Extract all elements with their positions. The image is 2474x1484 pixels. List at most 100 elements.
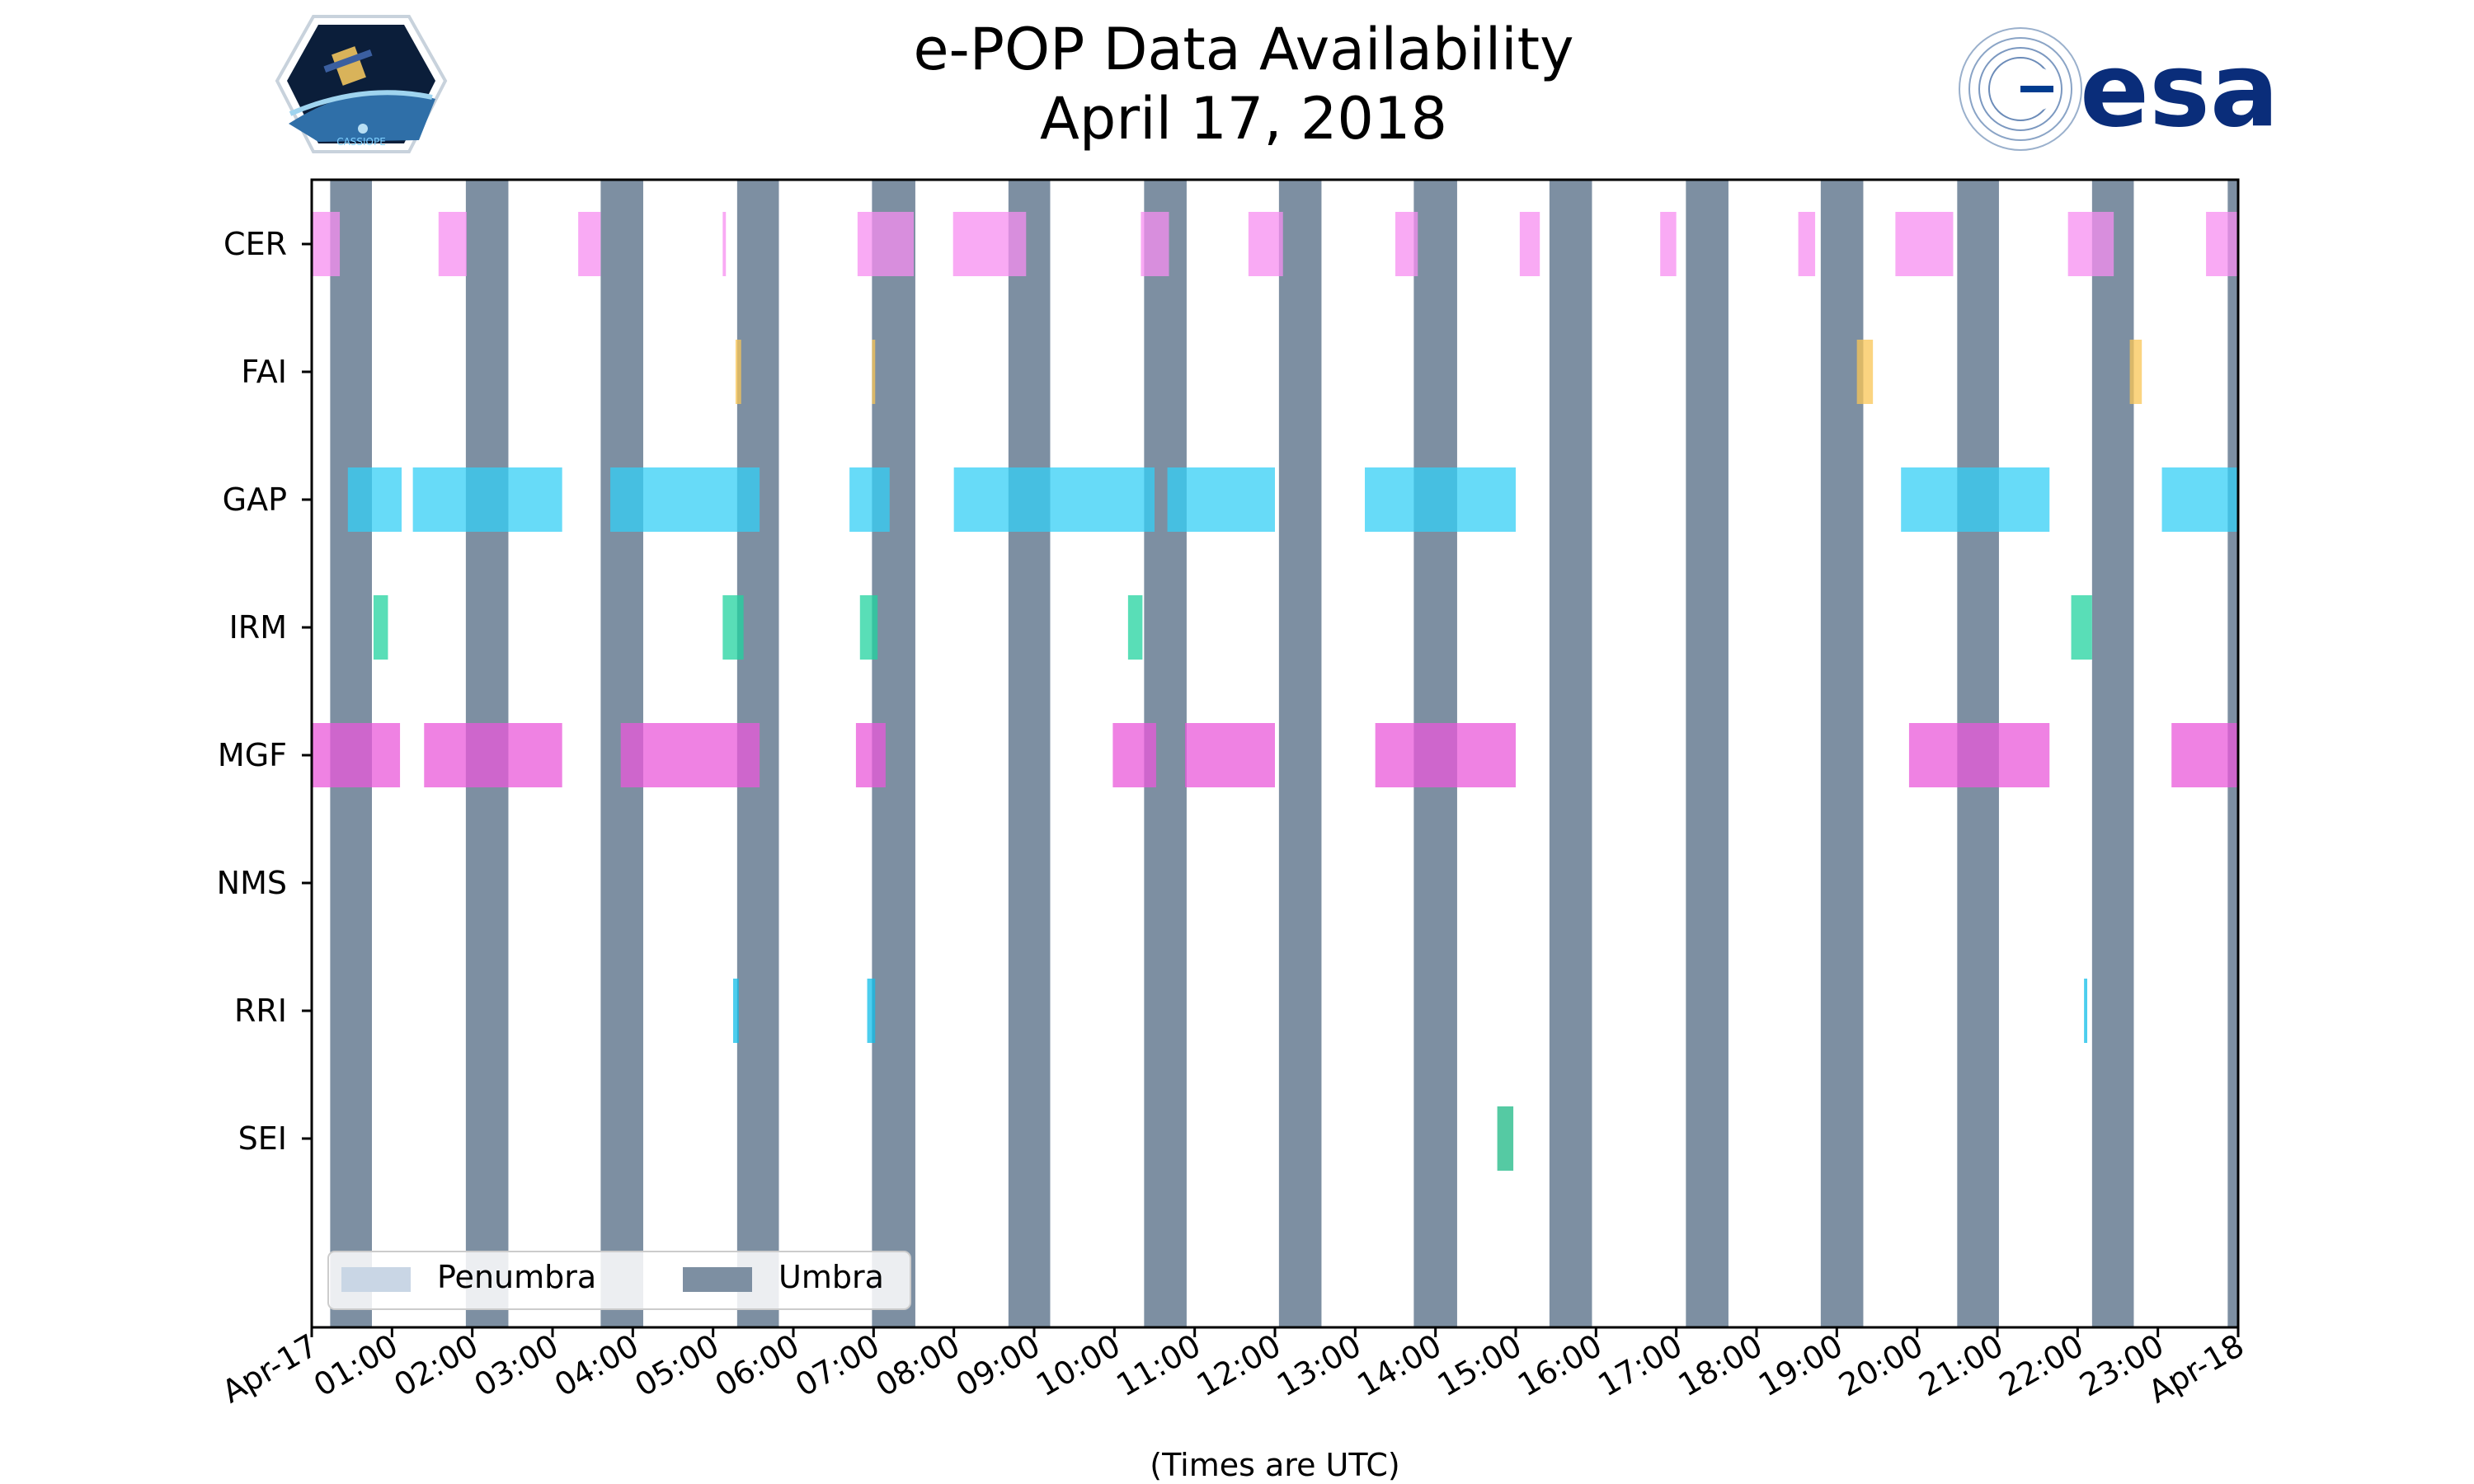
- y-tick-label: GAP: [223, 481, 287, 518]
- bar-cer: [1248, 212, 1283, 276]
- bar-gap: [412, 467, 562, 532]
- legend-box: [327, 1251, 911, 1310]
- bar-gap: [2161, 467, 2238, 532]
- y-tick-label: SEI: [238, 1120, 287, 1157]
- y-tick-label: CER: [223, 226, 287, 262]
- bar-irm: [373, 595, 388, 660]
- bar-cer: [1798, 212, 1816, 276]
- bar-fai: [872, 340, 876, 404]
- umbra-band: [1820, 180, 1864, 1327]
- bar-gap: [849, 467, 890, 532]
- x-tick-label: 08:00: [869, 1327, 966, 1404]
- x-axis-label: (Times are UTC): [1150, 1447, 1399, 1483]
- bar-cer: [857, 212, 914, 276]
- bar-fai: [2129, 340, 2142, 404]
- x-tick-label: 06:00: [709, 1327, 806, 1404]
- bar-cer: [438, 212, 467, 276]
- x-tick-label: 19:00: [1752, 1327, 1849, 1404]
- x-tick-label: 13:00: [1271, 1327, 1367, 1404]
- bar-mgf: [1908, 723, 2050, 787]
- esa-logo: esa: [1959, 27, 2279, 151]
- legend-swatch-umbra: [683, 1267, 752, 1292]
- chart-subtitle: April 17, 2018: [1040, 85, 1447, 153]
- x-tick-label: 16:00: [1512, 1327, 1608, 1404]
- bar-fai: [735, 340, 741, 404]
- y-tick-label: IRM: [229, 609, 287, 646]
- x-tick-label: 02:00: [388, 1327, 484, 1404]
- bar-irm: [722, 595, 744, 660]
- x-tick-label: 18:00: [1672, 1327, 1769, 1404]
- x-tick-label: 03:00: [468, 1327, 565, 1404]
- bar-rri: [2084, 979, 2088, 1043]
- bar-mgf: [424, 723, 562, 787]
- bar-mgf: [1112, 723, 1156, 787]
- x-tick-label: 04:00: [548, 1327, 645, 1404]
- bar-cer: [2206, 212, 2238, 276]
- x-tick-label: 05:00: [628, 1327, 725, 1404]
- bar-gap: [1365, 467, 1516, 532]
- cassiope-logo: CASSIOPE: [275, 15, 448, 153]
- legend: Penumbra Umbra: [327, 1251, 911, 1310]
- bar-irm: [859, 595, 878, 660]
- x-tick-label: 20:00: [1832, 1327, 1929, 1404]
- umbra-band: [2091, 180, 2134, 1327]
- x-tick-label: 15:00: [1432, 1327, 1528, 1404]
- umbra-band: [1008, 180, 1051, 1327]
- y-tick-label: FAI: [241, 354, 287, 390]
- x-tick-label: 17:00: [1592, 1327, 1688, 1404]
- bar-mgf: [1375, 723, 1516, 787]
- bar-rri: [867, 979, 876, 1043]
- x-tick-label: 09:00: [950, 1327, 1047, 1404]
- bar-gap: [610, 467, 760, 532]
- legend-swatch-penumbra: [341, 1267, 411, 1292]
- y-tick-label: NMS: [217, 865, 287, 901]
- chart-title: e-POP Data Availability: [913, 16, 1573, 83]
- umbra-band: [1278, 180, 1322, 1327]
- bar-cer: [312, 212, 341, 276]
- cassiope-caption: CASSIOPE: [336, 136, 386, 148]
- bar-cer: [1660, 212, 1677, 276]
- x-tick-label: 12:00: [1191, 1327, 1287, 1404]
- x-tick-label: 21:00: [1913, 1327, 2010, 1404]
- bar-sei: [1497, 1106, 1514, 1171]
- x-axis: Apr-1701:0002:0003:0004:0005:0006:0007:0…: [216, 1327, 2251, 1411]
- bar-fai: [1856, 340, 1874, 404]
- bar-cer: [1519, 212, 1540, 276]
- bar-rri: [733, 979, 739, 1043]
- x-tick-label: 11:00: [1110, 1327, 1206, 1404]
- bar-gap: [1167, 467, 1275, 532]
- bar-gap: [1901, 467, 2050, 532]
- y-axis: CER FAI GAP IRM MGF NMS RRI SEI: [217, 226, 312, 1157]
- bar-irm: [1127, 595, 1143, 660]
- umbra-band: [1686, 180, 1729, 1327]
- x-tick-label: 22:00: [1993, 1327, 2090, 1404]
- bar-cer: [952, 212, 1027, 276]
- x-tick-label: 01:00: [308, 1327, 404, 1404]
- bar-cer: [1895, 212, 1954, 276]
- x-tick-label: 07:00: [789, 1327, 886, 1404]
- instrument-bars: [312, 212, 2238, 1171]
- bar-cer: [722, 212, 727, 276]
- bar-mgf: [1184, 723, 1275, 787]
- x-tick-label: 10:00: [1030, 1327, 1126, 1404]
- bar-cer: [1141, 212, 1169, 276]
- bar-gap: [347, 467, 402, 532]
- legend-label-umbra: Umbra: [778, 1259, 884, 1295]
- bar-irm: [2071, 595, 2092, 660]
- x-tick-label: 14:00: [1351, 1327, 1447, 1404]
- legend-label-penumbra: Penumbra: [437, 1259, 596, 1295]
- bar-mgf: [620, 723, 760, 787]
- bar-mgf: [2171, 723, 2238, 787]
- bar-mgf: [855, 723, 886, 787]
- esa-wordmark: esa: [2080, 31, 2279, 150]
- bar-cer: [1395, 212, 1418, 276]
- y-tick-label: MGF: [218, 737, 287, 773]
- umbra-band: [1549, 180, 1592, 1327]
- bar-cer: [578, 212, 601, 276]
- y-tick-label: RRI: [234, 993, 287, 1029]
- bar-mgf: [312, 723, 401, 787]
- x-tick-label: Apr-17: [216, 1327, 324, 1411]
- bar-gap: [953, 467, 1155, 532]
- bar-cer: [2067, 212, 2114, 276]
